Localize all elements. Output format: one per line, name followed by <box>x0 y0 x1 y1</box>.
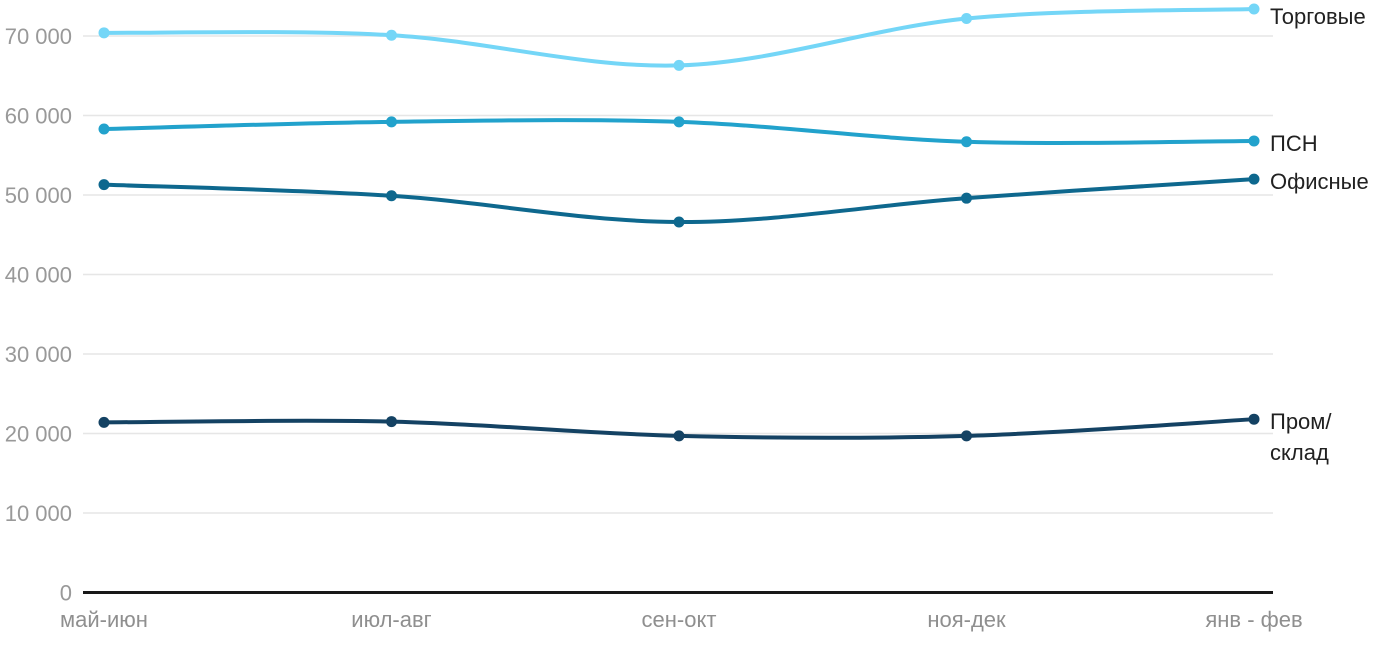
data-point[interactable] <box>961 13 972 25</box>
y-tick-label: 20 000 <box>5 422 72 447</box>
data-point[interactable] <box>673 59 685 71</box>
x-tick-label: сен-окт <box>642 607 717 632</box>
data-point[interactable] <box>386 29 397 41</box>
series-line-2 <box>102 177 1256 225</box>
y-tick-label: 70 000 <box>5 24 72 49</box>
x-tick-label: ноя-дек <box>927 607 1006 632</box>
legend-label-line: склад <box>1270 440 1329 466</box>
y-tick-label: 40 000 <box>5 263 72 288</box>
x-tick-label: июл-авг <box>351 607 431 632</box>
data-point[interactable] <box>1248 413 1260 425</box>
y-tick-label: 10 000 <box>5 501 72 526</box>
legend-label-2[interactable]: Офисные <box>1270 166 1369 197</box>
data-point[interactable] <box>961 430 972 442</box>
legend-label-line: ПСН <box>1270 130 1318 156</box>
legend-label-line: Пром/ <box>1270 409 1332 435</box>
data-point[interactable] <box>386 416 397 428</box>
data-point[interactable] <box>386 190 397 202</box>
y-tick-label: 0 <box>60 581 72 606</box>
data-point[interactable] <box>98 27 110 39</box>
data-point[interactable] <box>98 416 110 428</box>
legend-label-3[interactable]: Пром/склад <box>1270 406 1332 468</box>
series-line-0 <box>102 6 1256 68</box>
data-point[interactable] <box>961 136 972 148</box>
data-point[interactable] <box>1248 3 1260 15</box>
data-point[interactable] <box>673 116 685 128</box>
data-point[interactable] <box>1248 173 1260 185</box>
x-tick-label: май-июн <box>60 607 148 632</box>
legend-label-0[interactable]: Торговые <box>1270 1 1366 32</box>
x-tick-label: янв - фев <box>1205 607 1302 632</box>
data-point[interactable] <box>961 192 972 204</box>
legend-label-line: Офисные <box>1270 169 1369 195</box>
data-point[interactable] <box>386 116 397 128</box>
data-point[interactable] <box>673 430 685 442</box>
y-tick-label: 50 000 <box>5 183 72 208</box>
y-tick-label: 60 000 <box>5 104 72 129</box>
data-point[interactable] <box>98 123 110 135</box>
data-point[interactable] <box>1248 135 1260 147</box>
y-tick-label: 30 000 <box>5 342 72 367</box>
legend-label-line: Торговые <box>1270 4 1366 29</box>
legend-label-1[interactable]: ПСН <box>1270 128 1318 159</box>
data-point[interactable] <box>98 179 110 191</box>
data-point[interactable] <box>673 216 685 228</box>
